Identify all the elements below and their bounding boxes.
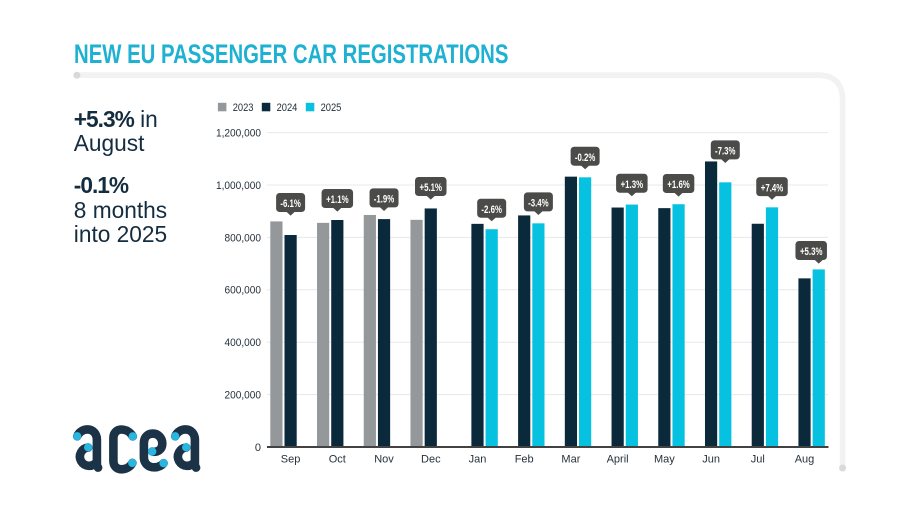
svg-text:Oct: Oct	[329, 454, 346, 466]
svg-text:-1.9%: -1.9%	[374, 194, 395, 206]
svg-text:-0.2%: -0.2%	[575, 152, 596, 164]
svg-text:May: May	[654, 454, 675, 466]
svg-text:Sep: Sep	[281, 454, 301, 466]
svg-text:Jun: Jun	[702, 454, 720, 466]
svg-text:-6.1%: -6.1%	[280, 198, 301, 210]
svg-text:200,000: 200,000	[225, 390, 262, 402]
svg-text:Dec: Dec	[421, 454, 441, 466]
svg-text:600,000: 600,000	[225, 285, 262, 297]
svg-text:Nov: Nov	[374, 454, 394, 466]
svg-text:Jul: Jul	[751, 454, 765, 466]
svg-text:Aug: Aug	[795, 454, 815, 466]
svg-text:+1.6%: +1.6%	[667, 179, 690, 191]
svg-text:800,000: 800,000	[225, 232, 262, 244]
svg-text:400,000: 400,000	[225, 337, 262, 349]
svg-text:-3.4%: -3.4%	[528, 198, 549, 210]
svg-text:Jan: Jan	[469, 454, 487, 466]
svg-text:-2.6%: -2.6%	[481, 204, 502, 216]
svg-text:2024: 2024	[277, 102, 298, 114]
svg-text:Feb: Feb	[515, 454, 534, 466]
svg-text:1,200,000: 1,200,000	[216, 128, 261, 140]
svg-text:+5.1%: +5.1%	[420, 182, 443, 194]
svg-text:1,000,000: 1,000,000	[216, 180, 261, 192]
svg-text:2023: 2023	[233, 102, 254, 114]
svg-text:-7.3%: -7.3%	[715, 146, 736, 158]
svg-text:2025: 2025	[321, 102, 342, 114]
svg-text:Mar: Mar	[561, 454, 580, 466]
svg-text:April: April	[607, 454, 629, 466]
svg-text:+7.4%: +7.4%	[761, 182, 784, 194]
svg-text:+1.1%: +1.1%	[326, 194, 349, 206]
svg-text:0: 0	[255, 442, 261, 454]
svg-text:+5.3%: +5.3%	[800, 246, 823, 258]
svg-text:+1.3%: +1.3%	[621, 179, 644, 191]
